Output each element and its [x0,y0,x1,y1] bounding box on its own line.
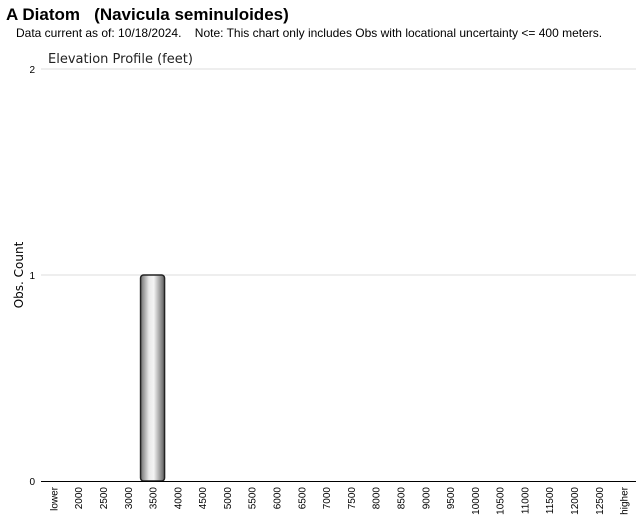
y-tick-label: 0 [29,477,35,488]
x-tick-label: 5000 [223,487,234,510]
x-tick-label: 9000 [421,487,432,510]
y-tick-label: 1 [29,271,35,282]
y-axis-label: Obs. Count [12,241,26,308]
x-tick-label: 3500 [149,487,160,510]
chart-title: Elevation Profile (feet) [48,52,193,67]
x-tick-label: 2500 [99,487,110,510]
x-tick-label: 7500 [347,487,358,510]
grid-lines [41,68,636,276]
x-tick-label: 12500 [595,487,606,515]
bar [139,274,166,482]
x-tick-label: 11500 [545,487,556,515]
x-tick-label: lower [49,486,60,511]
x-tick-label: 2000 [74,487,85,510]
x-tick-label: 10000 [471,487,482,515]
y-tick-label: 2 [29,65,35,76]
x-tick-label: 6500 [297,487,308,510]
x-tick-label: 8000 [372,487,383,510]
x-tick-label: higher [620,486,631,514]
x-tick-label: 6000 [273,487,284,510]
x-tick-label: 9500 [446,487,457,510]
x-tick-label: 3000 [124,487,135,510]
x-tick-label: 10500 [496,487,507,515]
chart-header-subtitle: Data current as of: 10/18/2024. Note: Th… [16,26,603,40]
x-tick-label: 8500 [396,487,407,510]
x-tick-label: 5500 [248,487,259,510]
x-tick-label: 4000 [173,487,184,510]
x-tick-label: 11000 [520,487,531,515]
chart-header-title: A Diatom (Navicula seminuloides) [6,5,289,24]
x-tick-label: 7000 [322,487,333,510]
x-tick-labels: lower 2000 2500 3000 3500 4000 4500 5000 5500 600… [49,486,630,514]
x-tick-label: 4500 [198,487,209,510]
bars [139,274,166,482]
y-tick-labels: 0 1 2 [29,65,35,488]
x-tick-label: 12000 [570,487,581,515]
